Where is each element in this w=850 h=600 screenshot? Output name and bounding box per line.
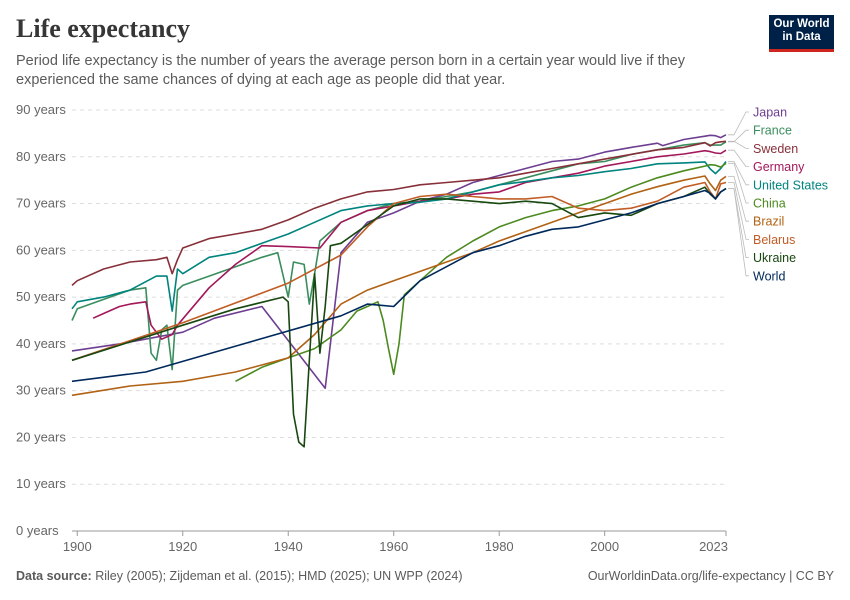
series-line-ukraine [71, 186, 727, 448]
x-tick-label: 2000 [590, 539, 619, 554]
legend-connector [728, 140, 749, 149]
legend-label-china[interactable]: China [753, 197, 786, 211]
chart-grid [72, 109, 726, 532]
y-tick-label: 60 years [16, 242, 66, 257]
legend-label-belarus[interactable]: Belarus [753, 233, 795, 247]
legend-connector [728, 182, 749, 240]
owid-logo[interactable]: Our World in Data [769, 15, 834, 52]
legend-label-world[interactable]: World [753, 269, 785, 283]
legend-connector [728, 176, 749, 222]
legend-connector [728, 162, 749, 204]
logo-line-2: in Data [782, 31, 821, 43]
footer-link[interactable]: OurWorldinData.org/life-expectancy | CC … [587, 569, 834, 583]
legend-label-sweden[interactable]: Sweden [753, 142, 798, 156]
page-subtitle: Period life expectancy is the number of … [16, 53, 685, 88]
source-text: Riley (2005); Zijdeman et al. (2015); HM… [95, 569, 463, 583]
y-tick-label: 10 years [16, 476, 66, 491]
y-tick-label: 40 years [16, 336, 66, 351]
legend-label-france[interactable]: France [753, 124, 792, 138]
y-tick-label: 90 years [16, 102, 66, 117]
series-line-germany [92, 149, 727, 340]
series-line-world [71, 187, 727, 383]
y-tick-label: 30 years [16, 383, 66, 398]
chart-series [71, 134, 727, 448]
chart-axes: 0 years 10 years 20 years 30 years 40 years 5… [16, 102, 728, 554]
legend-connector [728, 111, 749, 136]
legend-connector [728, 129, 749, 143]
y-tick-label: 0 years [16, 523, 59, 538]
legend-label-germany[interactable]: Germany [753, 160, 805, 174]
x-tick-label: 1900 [63, 539, 92, 554]
legend-label-brazil[interactable]: Brazil [753, 215, 784, 229]
y-tick-label: 80 years [16, 149, 66, 164]
y-tick-label: 50 years [16, 289, 66, 304]
x-tick-label: 1960 [379, 539, 408, 554]
series-line-sweden [71, 140, 727, 286]
footer-source: Data source: Riley (2005); Zijdeman et a… [16, 569, 463, 583]
legend-label-japan[interactable]: Japan [753, 106, 787, 120]
legend-connector [728, 161, 749, 186]
series-line-japan [71, 134, 727, 390]
x-tick-label: 2023 [699, 539, 728, 554]
source-label: Data source: [16, 569, 92, 583]
chart-legend[interactable]: Japan France Sweden Germany United States Chi… [728, 106, 828, 284]
x-tick-label: 1980 [485, 539, 514, 554]
logo-line-1: Our World [773, 18, 830, 30]
page-title: Life expectancy [16, 14, 191, 43]
y-tick-label: 20 years [16, 429, 66, 444]
legend-connector [728, 188, 749, 277]
legend-label-ukraine[interactable]: Ukraine [753, 251, 796, 265]
series-line-brazil [71, 175, 727, 397]
legend-label-united-states[interactable]: United States [753, 178, 828, 192]
x-tick-label: 1920 [168, 539, 197, 554]
x-tick-label: 1940 [274, 539, 303, 554]
series-line-china [235, 162, 727, 383]
legend-connector [728, 149, 749, 167]
series-line-united-states [71, 161, 727, 312]
series-line-belarus [71, 181, 727, 362]
y-tick-label: 70 years [16, 196, 66, 211]
